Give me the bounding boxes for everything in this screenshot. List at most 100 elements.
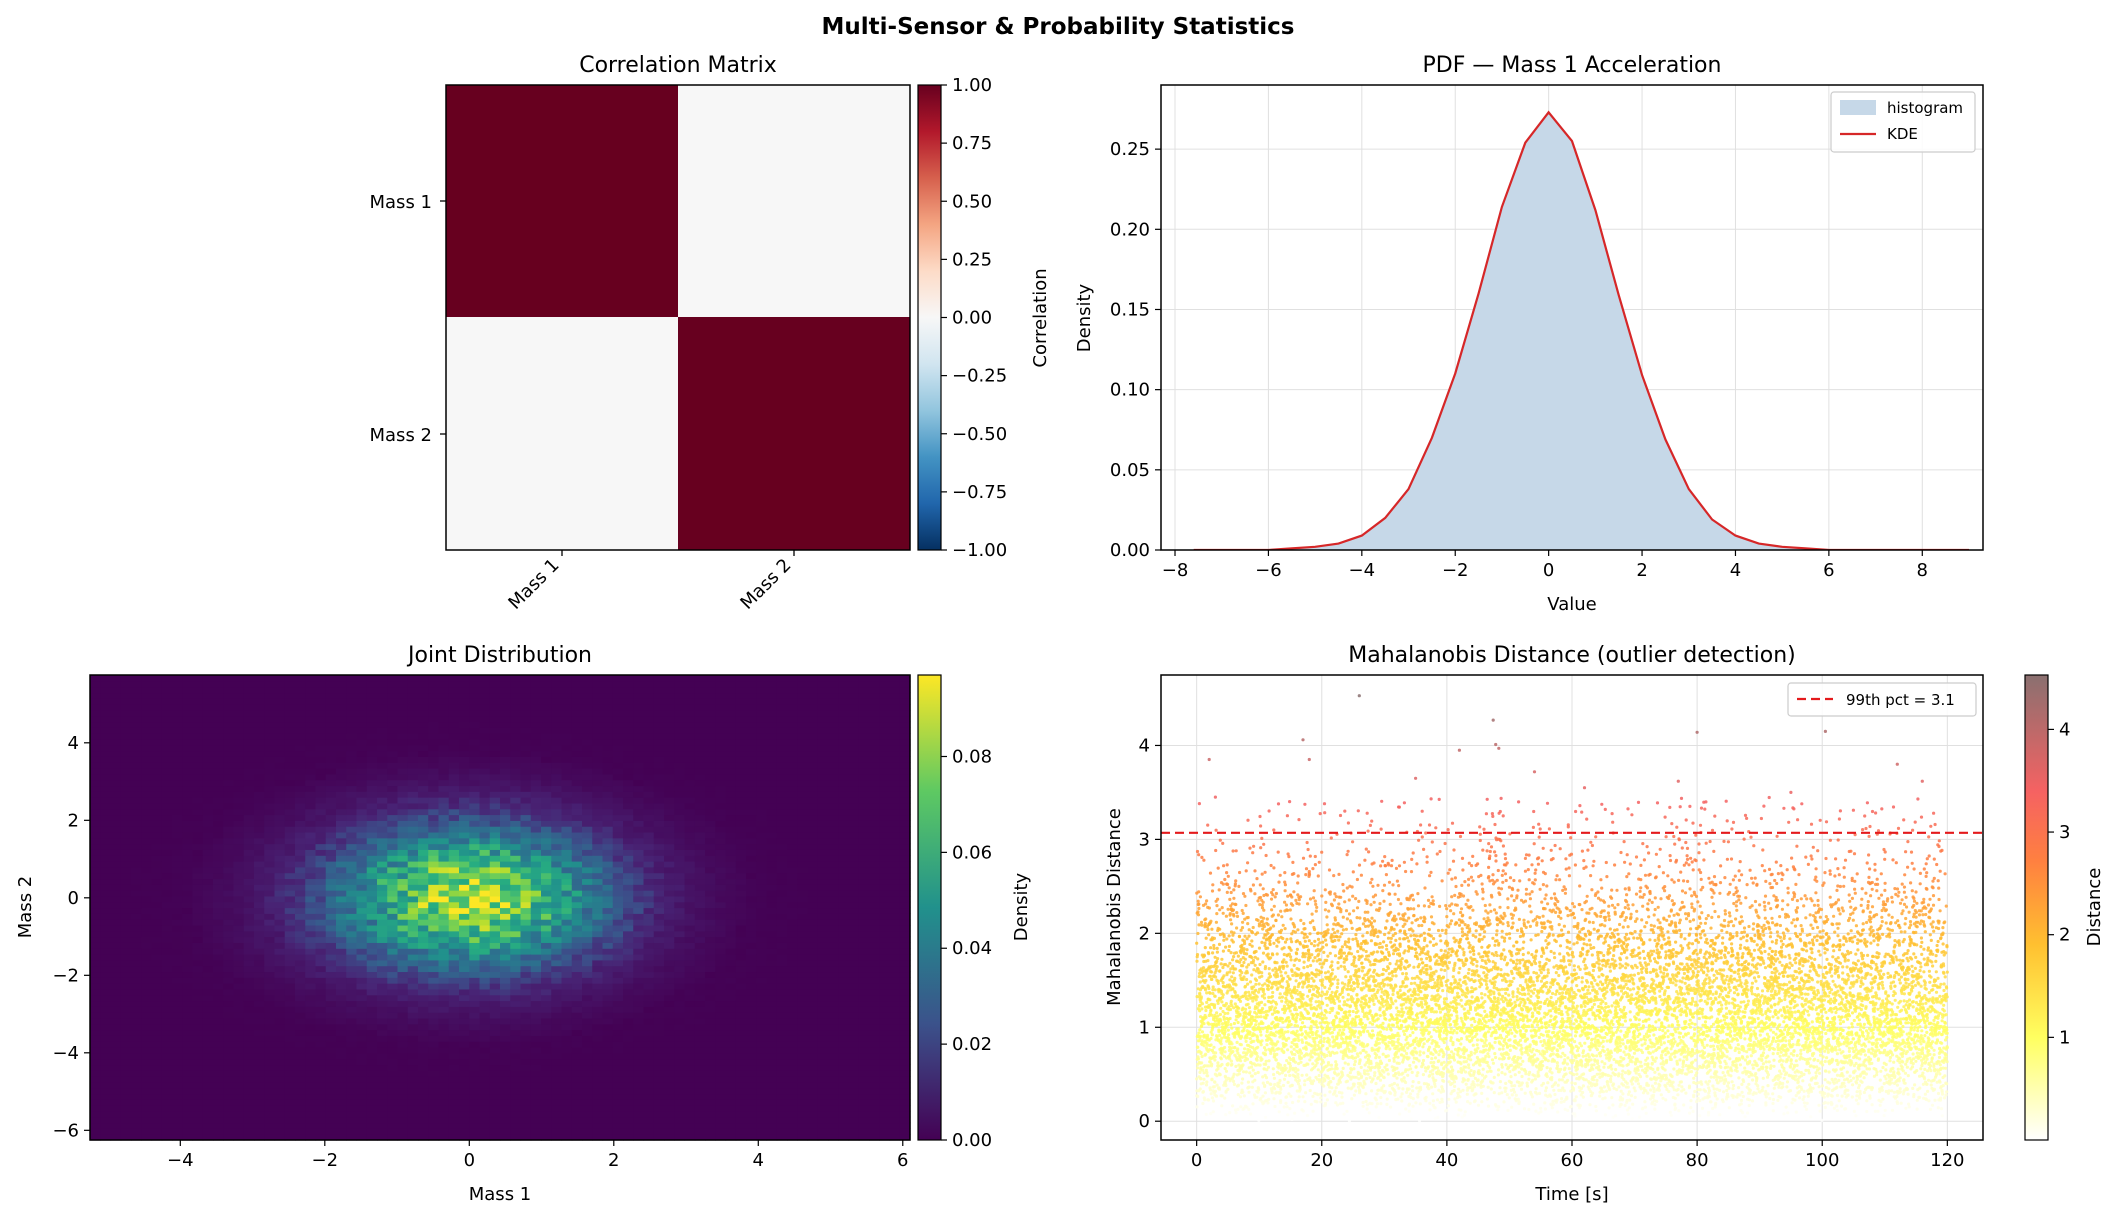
joint-bin xyxy=(653,1099,665,1106)
joint-bin xyxy=(664,791,675,798)
joint-bin xyxy=(510,826,522,833)
joint-bin xyxy=(602,750,614,757)
joint-bin xyxy=(243,1099,255,1106)
joint-bin xyxy=(233,1076,245,1083)
joint-bin xyxy=(489,1064,501,1071)
joint-bin xyxy=(172,686,183,694)
joint-bin xyxy=(325,1017,337,1025)
joint-bin xyxy=(161,1110,173,1118)
joint-bin xyxy=(428,1047,440,1054)
joint-bin xyxy=(530,890,542,897)
joint-bin xyxy=(243,773,255,781)
joint-bin xyxy=(243,1076,255,1083)
joint-bin xyxy=(520,1058,532,1066)
joint-bin xyxy=(469,1076,481,1083)
joint-bin xyxy=(305,1017,317,1025)
joint-bin xyxy=(161,1122,173,1129)
joint-bin xyxy=(643,1047,655,1054)
joint-bin xyxy=(612,843,624,850)
joint-bin xyxy=(131,738,142,746)
joint-bin xyxy=(305,907,317,914)
joint-bin xyxy=(418,744,429,752)
joint-bin xyxy=(653,779,665,787)
joint-bin xyxy=(151,930,163,938)
joint-bin xyxy=(377,826,388,833)
joint-bin xyxy=(356,1012,368,1019)
joint-bin xyxy=(664,1012,675,1019)
joint-bin xyxy=(387,866,399,874)
joint-bin xyxy=(438,738,450,746)
joint-bin xyxy=(213,715,224,723)
joint-bin xyxy=(469,977,481,984)
joint-bin xyxy=(213,773,224,781)
joint-bin xyxy=(397,884,409,891)
joint-bin xyxy=(387,808,399,816)
joint-bin xyxy=(182,1099,194,1106)
joint-bin xyxy=(346,913,358,920)
joint-bin xyxy=(305,709,317,717)
joint-bin xyxy=(397,802,409,810)
joint-bin xyxy=(274,855,286,862)
joint-bin xyxy=(387,727,399,734)
joint-bin xyxy=(520,768,532,775)
joint-bin xyxy=(705,878,716,885)
joint-bin xyxy=(541,1058,552,1066)
joint-bin xyxy=(213,744,224,752)
joint-bin xyxy=(243,1035,255,1042)
joint-bin xyxy=(377,1087,388,1095)
joint-bin xyxy=(530,901,542,909)
joint-bin xyxy=(192,988,204,996)
joint-bin xyxy=(664,936,675,943)
joint-bin xyxy=(674,1006,686,1013)
joint-bin xyxy=(90,948,101,955)
joint-bin xyxy=(684,692,696,699)
joint-bin xyxy=(438,1093,450,1100)
joint-bin xyxy=(459,1110,470,1118)
joint-bin xyxy=(131,779,142,787)
joint-bin xyxy=(346,907,358,914)
joint-bin xyxy=(664,1093,675,1100)
joint-bin xyxy=(274,1116,286,1124)
joint-bin xyxy=(438,861,450,868)
joint-bin xyxy=(592,698,604,705)
joint-bin xyxy=(592,1023,604,1031)
joint-bin xyxy=(325,773,337,781)
joint-bin xyxy=(479,721,491,728)
joint-bin xyxy=(161,977,173,984)
joint-bin xyxy=(448,768,460,775)
joint-bin xyxy=(428,919,440,926)
joint-bin xyxy=(612,1064,624,1071)
joint-bin xyxy=(120,930,132,938)
joint-bin xyxy=(592,849,604,856)
joint-bin xyxy=(161,872,173,880)
joint-bin xyxy=(202,977,214,984)
joint-bin xyxy=(356,1087,368,1095)
joint-bin xyxy=(479,872,491,880)
joint-bin xyxy=(243,1122,255,1129)
joint-bin xyxy=(397,1070,409,1077)
joint-bin xyxy=(520,866,532,874)
joint-bin xyxy=(100,913,112,920)
joint-bin xyxy=(202,1122,214,1129)
joint-bin xyxy=(254,1110,265,1118)
joint-bin xyxy=(520,977,532,984)
joint-bin xyxy=(141,901,153,909)
joint-bin xyxy=(448,709,460,717)
joint-bin xyxy=(325,721,337,728)
joint-bin xyxy=(602,971,614,978)
joint-bin xyxy=(100,936,112,943)
joint-bin xyxy=(592,733,604,740)
joint-bin xyxy=(141,866,153,874)
joint-bin xyxy=(254,791,265,798)
joint-bin xyxy=(120,686,132,694)
joint-bin xyxy=(633,936,645,943)
joint-bin xyxy=(510,942,522,949)
joint-bin xyxy=(438,1076,450,1083)
joint-bin xyxy=(295,750,306,757)
joint-bin xyxy=(120,988,132,996)
joint-bin xyxy=(325,1041,337,1048)
joint-bin xyxy=(192,826,204,833)
joint-bin xyxy=(602,1006,614,1013)
joint-bin xyxy=(90,831,101,839)
joint-bin xyxy=(633,721,645,728)
